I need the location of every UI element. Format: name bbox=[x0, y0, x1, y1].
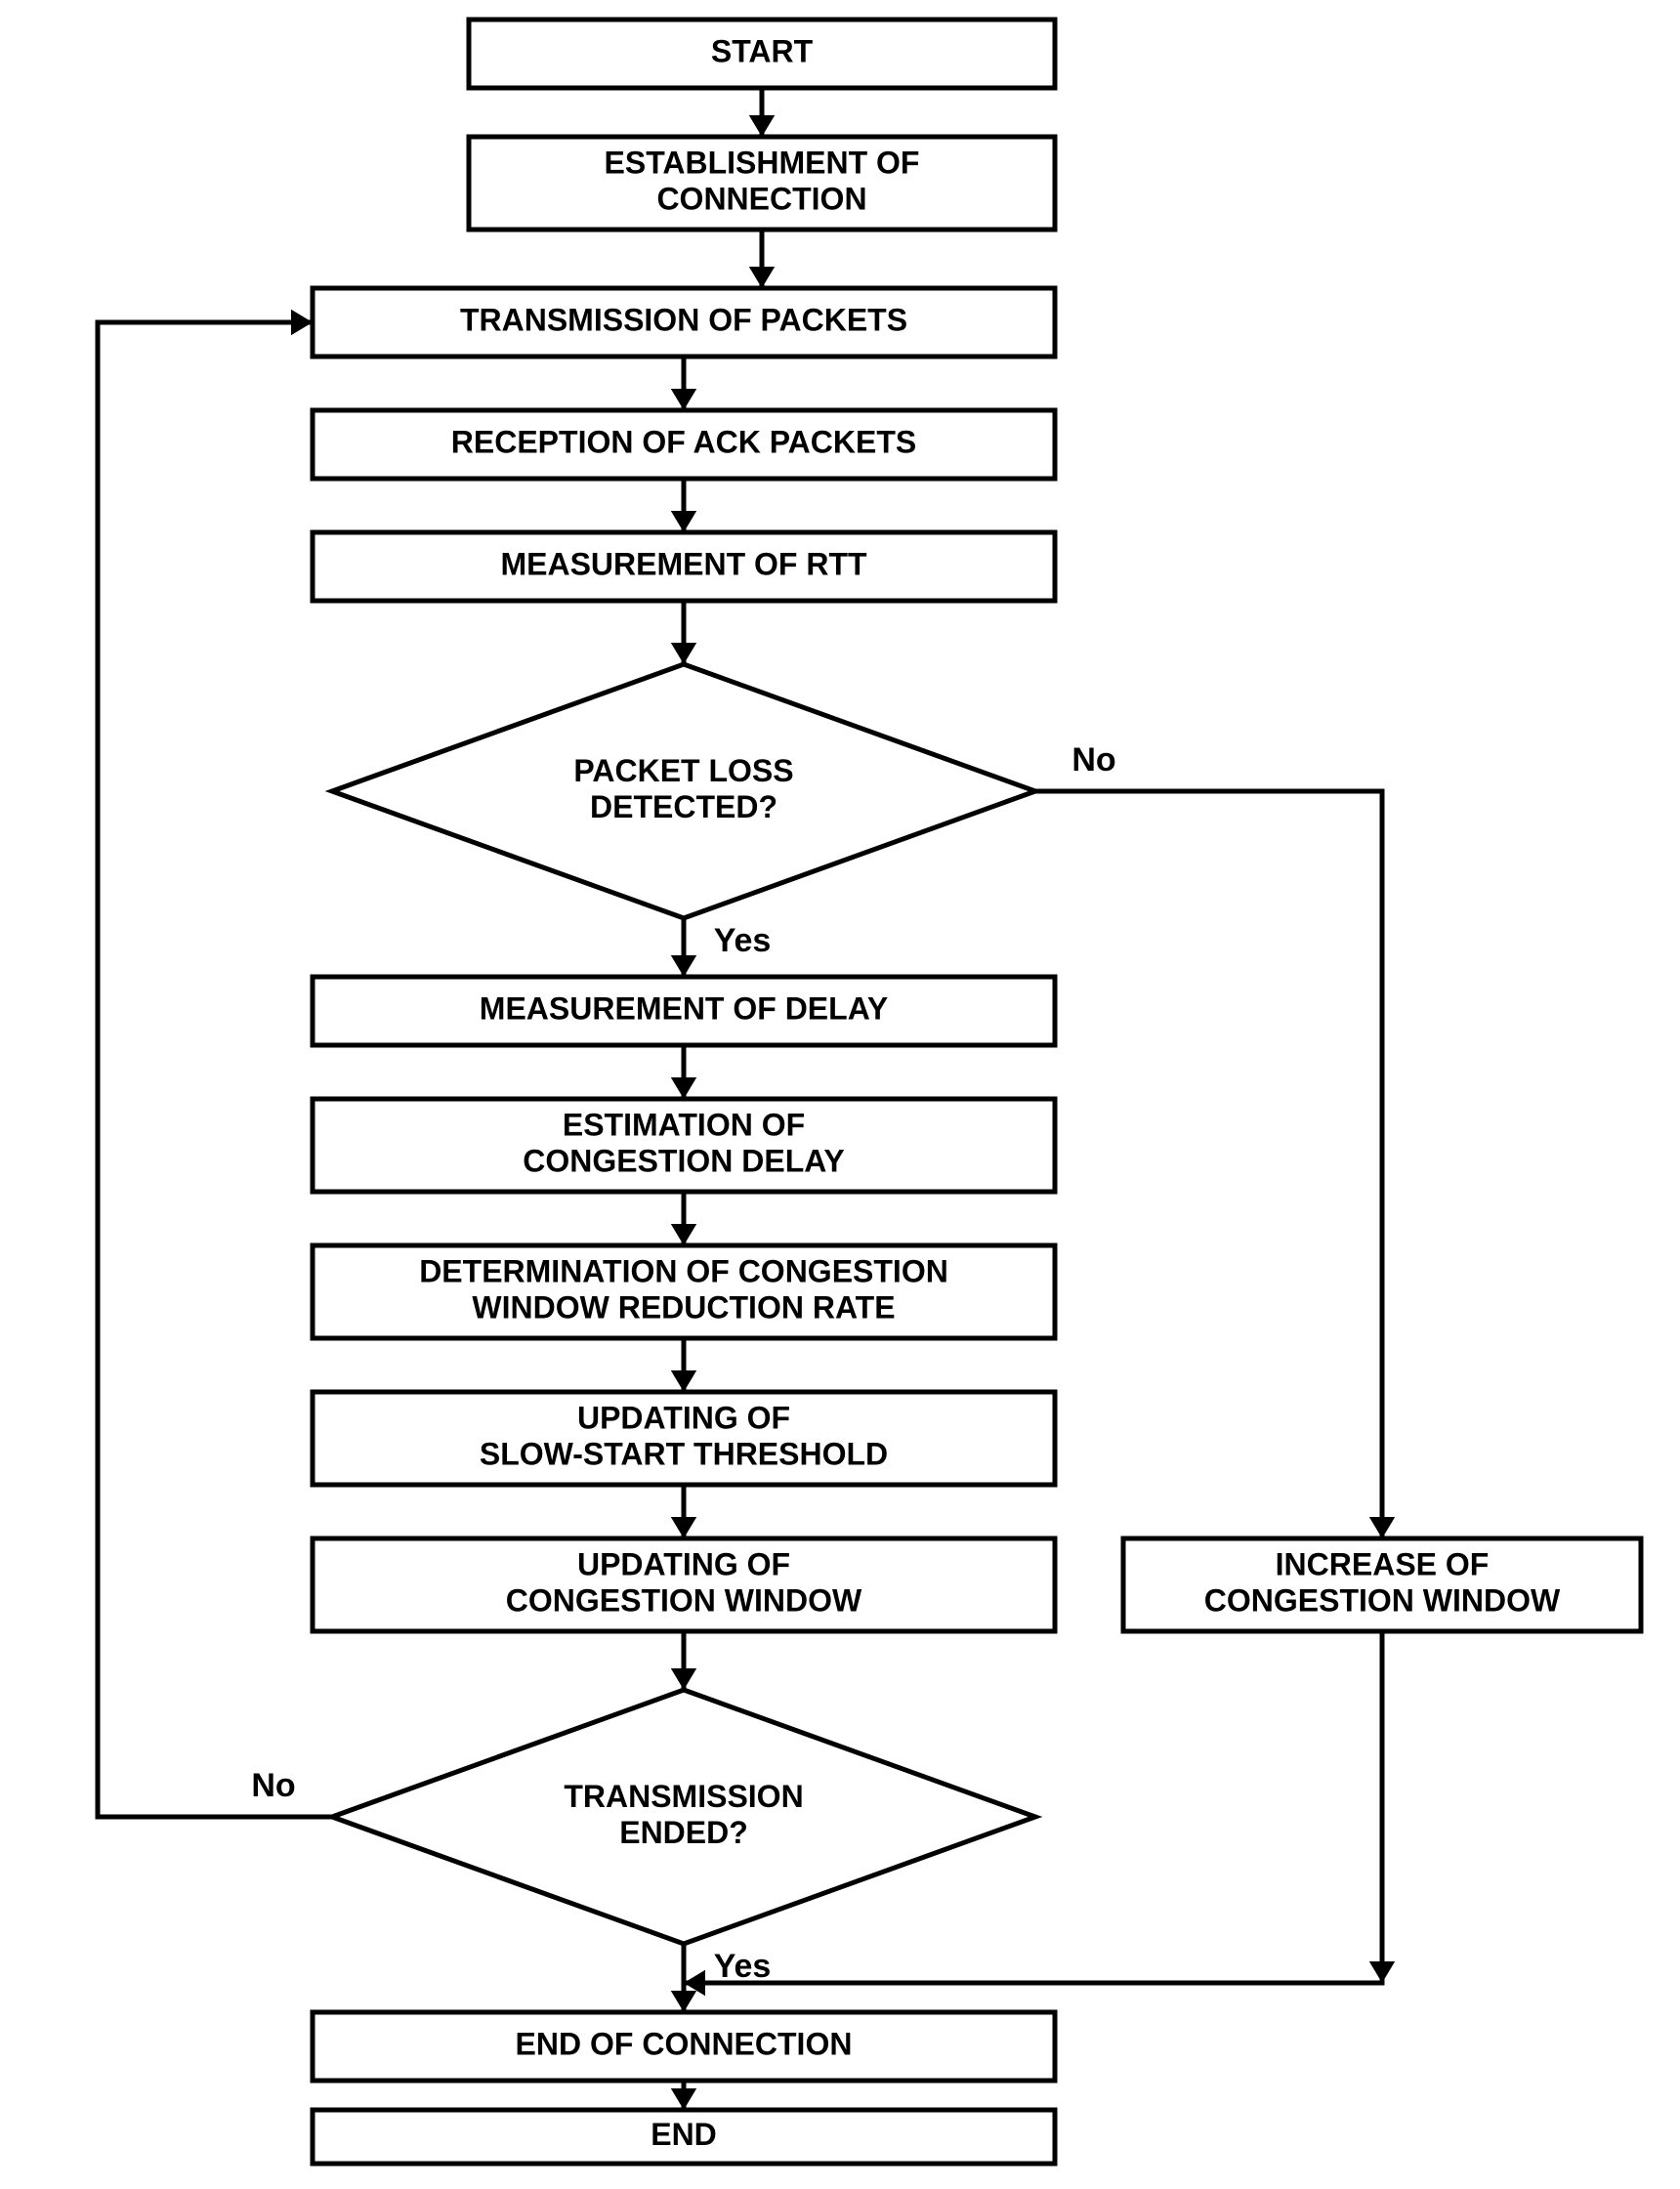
arrowhead bbox=[671, 1668, 696, 1690]
node-label: WINDOW REDUCTION RATE bbox=[472, 1289, 895, 1325]
arrowhead bbox=[671, 1370, 696, 1392]
node-label: MEASUREMENT OF RTT bbox=[500, 546, 867, 581]
node-label: TRANSMISSION bbox=[564, 1779, 803, 1814]
arrowhead bbox=[671, 1077, 696, 1099]
arrowhead bbox=[671, 955, 696, 977]
edge-label: No bbox=[1071, 741, 1115, 779]
edge-label: No bbox=[251, 1767, 295, 1804]
arrowhead bbox=[1369, 1517, 1395, 1538]
node-label: SLOW-START THRESHOLD bbox=[480, 1436, 888, 1471]
node-label: PACKET LOSS bbox=[573, 753, 793, 788]
node-label: CONGESTION DELAY bbox=[523, 1143, 845, 1178]
node-label: RECEPTION OF ACK PACKETS bbox=[451, 424, 916, 459]
flow-edge bbox=[98, 322, 332, 1817]
arrowhead bbox=[671, 643, 696, 664]
node-label: ESTABLISHMENT OF bbox=[605, 146, 920, 181]
nodes-group: START ESTABLISHMENT OFCONNECTION TRANSMISS… bbox=[313, 20, 1641, 2164]
node-label: CONGESTION WINDOW bbox=[1204, 1582, 1561, 1618]
node-label: TRANSMISSION OF PACKETS bbox=[460, 302, 907, 337]
arrowhead bbox=[291, 310, 313, 335]
arrowhead bbox=[1369, 1961, 1395, 1983]
node-label: ENDED? bbox=[619, 1815, 748, 1850]
node-label: CONNECTION bbox=[656, 181, 866, 216]
arrowhead bbox=[671, 1991, 696, 2012]
node-label: UPDATING OF bbox=[577, 1547, 790, 1582]
arrowhead bbox=[749, 115, 775, 137]
arrowhead bbox=[749, 267, 775, 288]
arrowhead bbox=[671, 1517, 696, 1538]
edge-label: Yes bbox=[714, 1948, 772, 1985]
node-label: MEASUREMENT OF DELAY bbox=[480, 990, 888, 1026]
node-label: INCREASE OF bbox=[1276, 1547, 1490, 1582]
arrowhead bbox=[671, 2088, 696, 2110]
edge-label: Yes bbox=[714, 922, 772, 959]
node-label: END bbox=[651, 2117, 717, 2152]
node-label: UPDATING OF bbox=[577, 1401, 790, 1436]
node-label: START bbox=[711, 33, 814, 68]
arrowhead bbox=[671, 1224, 696, 1245]
flow-edge bbox=[1035, 791, 1382, 1538]
arrowhead bbox=[671, 389, 696, 410]
node-label: ESTIMATION OF bbox=[563, 1108, 805, 1143]
flowchart-canvas: Yes No Yes No START ESTABLISHMENT OFCONNECTIO… bbox=[0, 0, 1680, 2189]
node-label: END OF CONNECTION bbox=[516, 2026, 853, 2061]
node-label: CONGESTION WINDOW bbox=[506, 1582, 862, 1618]
node-label: DETERMINATION OF CONGESTION bbox=[419, 1254, 948, 1289]
node-label: DETECTED? bbox=[590, 789, 777, 824]
arrowhead bbox=[671, 511, 696, 532]
